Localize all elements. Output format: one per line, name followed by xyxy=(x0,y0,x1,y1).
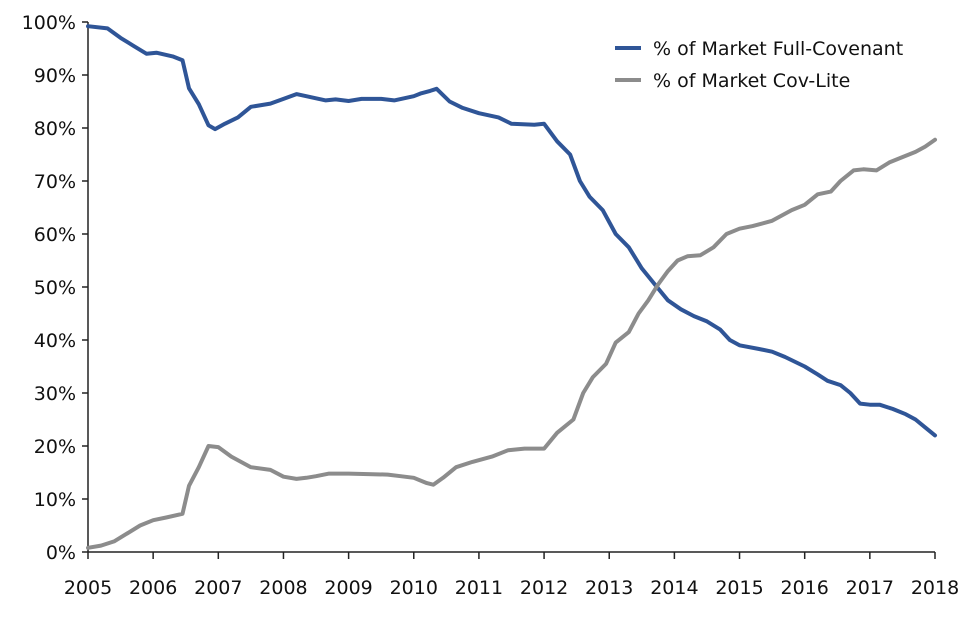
series-line-full-covenant xyxy=(86,24,937,438)
x-axis-ticks: 2005 2006 2007 2008 2009 2010 2011 2012 2013 2014… xyxy=(64,552,959,599)
y-tick-label: 80% xyxy=(34,118,76,140)
x-tick-label: 2016 xyxy=(781,577,829,599)
x-tick-label: 2006 xyxy=(129,577,177,599)
series-line-cov-lite xyxy=(86,137,937,550)
legend-label-cov-lite: % of Market Cov-Lite xyxy=(653,70,850,92)
x-tick-label: 2008 xyxy=(259,577,307,599)
y-tick-label: 10% xyxy=(34,489,76,511)
y-tick-label: 30% xyxy=(34,383,76,405)
y-tick-label: 100% xyxy=(22,12,76,34)
x-tick-label: 2011 xyxy=(455,577,503,599)
x-tick-label: 2017 xyxy=(846,577,894,599)
x-tick-label: 2007 xyxy=(194,577,242,599)
y-tick-label: 70% xyxy=(34,171,76,193)
x-tick-label: 2010 xyxy=(390,577,438,599)
x-tick-label: 2013 xyxy=(585,577,633,599)
x-tick-label: 2014 xyxy=(650,577,698,599)
y-tick-label: 60% xyxy=(34,224,76,246)
axes xyxy=(87,22,935,553)
x-tick-label: 2005 xyxy=(64,577,112,599)
y-tick-label: 0% xyxy=(46,542,76,564)
x-tick-label: 2009 xyxy=(324,577,372,599)
series-lines xyxy=(86,24,937,550)
x-tick-label: 2015 xyxy=(715,577,763,599)
x-tick-label: 2012 xyxy=(520,577,568,599)
y-tick-label: 90% xyxy=(34,65,76,87)
legend: % of Market Full-Covenant % of Market Cov… xyxy=(615,38,903,92)
y-tick-label: 50% xyxy=(34,277,76,299)
y-axis-ticks: 0% 10% 20% 30% 40% 50% 60% 70% 80% 90% 100% xyxy=(22,12,88,564)
legend-label-full-covenant: % of Market Full-Covenant xyxy=(653,38,903,60)
y-tick-label: 20% xyxy=(34,436,76,458)
y-tick-label: 40% xyxy=(34,330,76,352)
x-tick-label: 2018 xyxy=(911,577,959,599)
